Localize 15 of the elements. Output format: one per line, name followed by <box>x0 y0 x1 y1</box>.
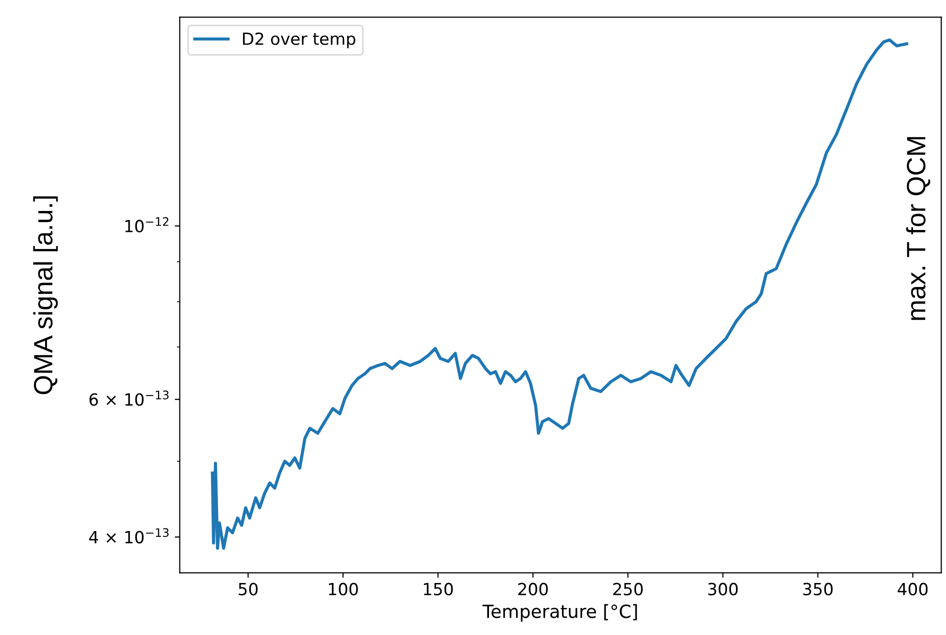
x-tick-label: 350 <box>803 582 833 596</box>
y-axis-title: QMA signal [a.u.] <box>33 196 58 394</box>
x-tick-label: 400 <box>898 582 928 596</box>
x-tick-label: 250 <box>613 582 643 596</box>
x-tick-label: 200 <box>518 582 548 596</box>
y-tick-label: 10$^{−12}$ <box>125 217 168 232</box>
x-tick-label: 150 <box>424 582 453 596</box>
x-axis-title: Temperature [°C] <box>482 604 637 622</box>
y-tick-label: 4 × 10$^{−13}$ <box>89 528 169 544</box>
annotation: max. T for QCM <box>906 137 930 320</box>
x-tick-label: 50 <box>238 582 258 596</box>
x-tick-label: 100 <box>328 582 358 596</box>
x-tick-label: 300 <box>708 582 738 596</box>
legend-label: D2 over temp <box>243 32 356 48</box>
y-tick-label: 6 × 10$^{−13}$ <box>90 390 169 406</box>
